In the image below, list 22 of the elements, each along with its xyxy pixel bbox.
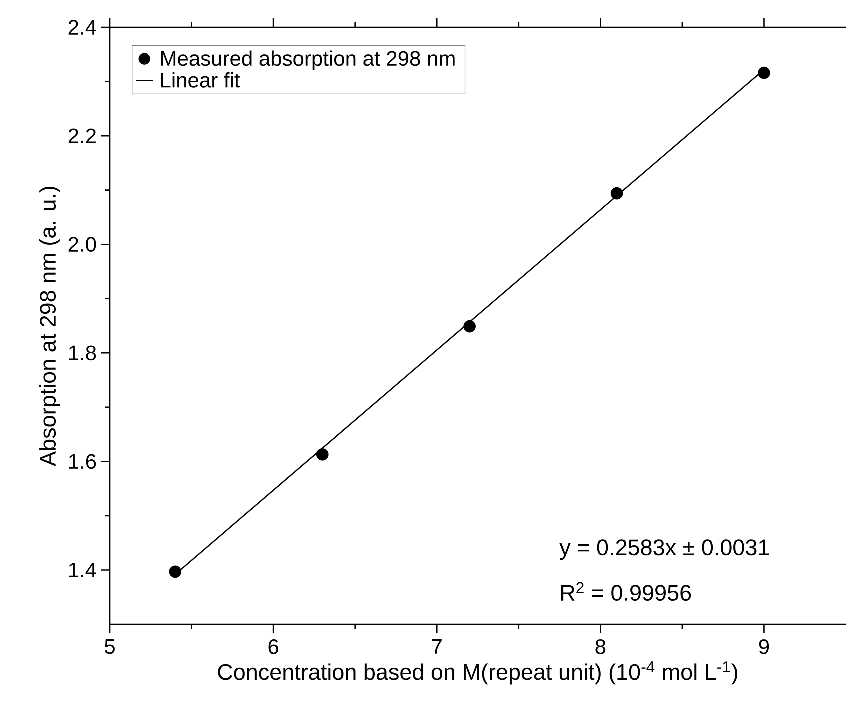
legend-label: Linear fit xyxy=(161,72,240,88)
x-tick-label: 7 xyxy=(432,639,442,654)
annotation: R$^{2}$ = 0.99956 xyxy=(561,582,692,602)
y-tick-label: 1.6 xyxy=(69,454,96,470)
y-tick-label: 1.8 xyxy=(69,346,96,361)
point xyxy=(758,66,770,80)
x-axis-title: Concentration based on M(repeat unit) (10$^{-4}$ mol L$^{-1}$) xyxy=(218,662,738,685)
y-axis-title: Absorption at 298 nm (a. u.) xyxy=(40,186,61,466)
legend-label: Measured absorption at 298 nm xyxy=(161,50,455,70)
point xyxy=(169,566,182,578)
point xyxy=(610,187,624,200)
y-tick-label: 1.4 xyxy=(69,563,96,578)
y-tick-label: 2.0 xyxy=(68,237,96,252)
x-tick-label: 9 xyxy=(759,639,770,654)
x-tick-label: 6 xyxy=(268,639,278,654)
point xyxy=(464,320,476,333)
y-tick-label: 2.2 xyxy=(68,128,96,144)
x-tick-label: 5 xyxy=(105,639,115,654)
x-tick-label: 8 xyxy=(596,639,606,654)
point xyxy=(316,448,329,461)
y-tick-label: 2.4 xyxy=(68,20,96,35)
annotation: y = 0.2583x ± 0.0031 xyxy=(560,540,770,560)
